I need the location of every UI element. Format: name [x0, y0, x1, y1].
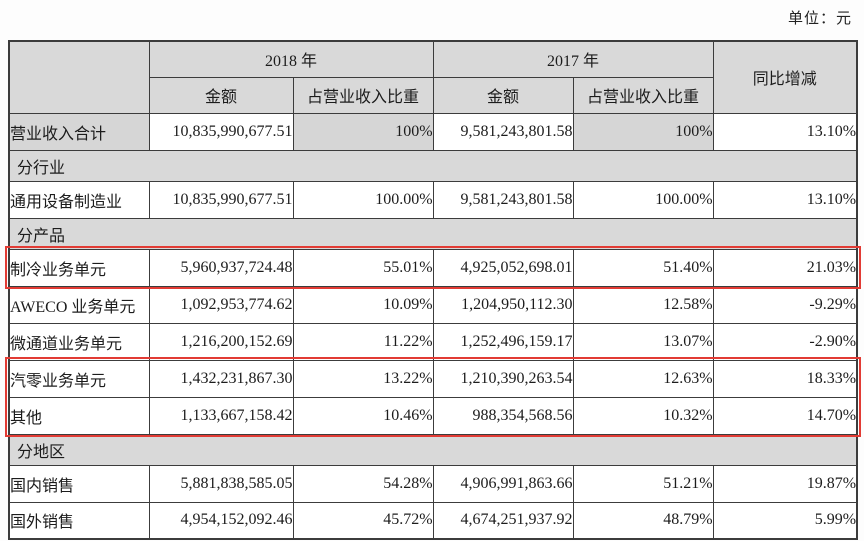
header-cell-2017: 2017 年	[432, 40, 714, 78]
table-row: 国内销售 5,881,838,585.05 54.28% 4,906,991,8…	[8, 464, 858, 503]
amount-2018-cell: 1,216,200,152.69	[148, 322, 294, 361]
corner-cell	[8, 40, 150, 114]
yoy-cell: 19.87%	[712, 464, 858, 503]
share-2018-cell: 13.22%	[292, 359, 434, 398]
row-label-cell: 汽零业务单元	[8, 359, 150, 398]
row-label-cell: 国内销售	[8, 464, 150, 503]
table-container: 2018 年 2017 年 同比增减 金额 占营业收入比重 金额 占营业收入比重…	[5, 40, 862, 540]
amount-2018-cell: 1,092,953,774.62	[148, 285, 294, 324]
yoy-cell: -2.90%	[712, 322, 858, 361]
share-2017-cell: 51.21%	[572, 464, 714, 503]
amount-2018-cell: 5,881,838,585.05	[148, 464, 294, 503]
amount-2017-cell: 9,581,243,801.58	[432, 112, 574, 151]
amount-2018-cell: 1,432,231,867.30	[148, 359, 294, 398]
header-cell-2018: 2018 年	[148, 40, 434, 78]
header-cell-amount-2018: 金额	[148, 76, 294, 114]
share-2017-cell: 48.79%	[572, 501, 714, 540]
share-2017-cell: 12.63%	[572, 359, 714, 398]
share-2018-cell: 10.46%	[292, 396, 434, 435]
revenue-table: 2018 年 2017 年 同比增减 金额 占营业收入比重 金额 占营业收入比重…	[8, 40, 859, 540]
amount-2017-cell: 4,925,052,698.01	[432, 248, 574, 287]
amount-2017-cell: 1,204,950,112.30	[432, 285, 574, 324]
section-row-industry: 分行业	[8, 149, 858, 182]
amount-2017-cell: 9,581,243,801.58	[432, 180, 574, 219]
share-2018-cell: 100%	[292, 112, 434, 151]
share-2017-cell: 51.40%	[572, 248, 714, 287]
table-row: 微通道业务单元 1,216,200,152.69 11.22% 1,252,49…	[8, 322, 858, 361]
amount-2018-cell: 10,835,990,677.51	[148, 180, 294, 219]
amount-2018-cell: 4,954,152,092.46	[148, 501, 294, 540]
share-2018-cell: 54.28%	[292, 464, 434, 503]
share-2018-cell: 55.01%	[292, 248, 434, 287]
table-row: AWECO 业务单元 1,092,953,774.62 10.09% 1,204…	[8, 285, 858, 324]
yoy-cell: 5.99%	[712, 501, 858, 540]
amount-2017-cell: 4,906,991,863.66	[432, 464, 574, 503]
section-row-region: 分地区	[8, 433, 858, 466]
yoy-cell: 14.70%	[712, 396, 858, 435]
table-row: 国外销售 4,954,152,092.46 45.72% 4,674,251,9…	[8, 501, 858, 540]
yoy-cell: 13.10%	[712, 180, 858, 219]
amount-2018-cell: 1,133,667,158.42	[148, 396, 294, 435]
header-row-years: 2018 年 2017 年 同比增减	[8, 40, 858, 114]
header-row-measures: 金额 占营业收入比重 金额 占营业收入比重	[9, 76, 857, 114]
table-row: 汽零业务单元 1,432,231,867.30 13.22% 1,210,390…	[8, 359, 858, 398]
section-label-cell: 分地区	[8, 433, 858, 466]
row-label-cell: 国外销售	[8, 501, 150, 540]
share-2018-cell: 100.00%	[292, 180, 434, 219]
yoy-cell: -9.29%	[712, 285, 858, 324]
row-label-cell: 其他	[8, 396, 150, 435]
amount-2018-cell: 10,835,990,677.51	[148, 112, 294, 151]
yoy-cell: 21.03%	[712, 248, 858, 287]
header-cell-amount-2017: 金额	[432, 76, 574, 114]
row-label-cell: 微通道业务单元	[8, 322, 150, 361]
section-label-cell: 分行业	[8, 149, 858, 182]
yoy-cell: 18.33%	[712, 359, 858, 398]
amount-2018-cell: 5,960,937,724.48	[148, 248, 294, 287]
row-label-cell: 营业收入合计	[8, 112, 150, 151]
amount-2017-cell: 1,252,496,159.17	[432, 322, 574, 361]
share-2017-cell: 100.00%	[572, 180, 714, 219]
table-row-total: 营业收入合计 10,835,990,677.51 100% 9,581,243,…	[8, 112, 858, 151]
table-row: 制冷业务单元 5,960,937,724.48 55.01% 4,925,052…	[8, 248, 858, 287]
amount-2017-cell: 988,354,568.56	[432, 396, 574, 435]
table-row: 其他 1,133,667,158.42 10.46% 988,354,568.5…	[8, 396, 858, 435]
unit-label: 单位：元	[787, 11, 852, 27]
share-2017-cell: 10.32%	[572, 396, 714, 435]
header-cell-yoy: 同比增减	[712, 40, 858, 114]
share-2017-cell: 12.58%	[572, 285, 714, 324]
header-cell-share-2018: 占营业收入比重	[292, 76, 434, 114]
yoy-cell: 13.10%	[712, 112, 858, 151]
section-row-product: 分产品	[8, 217, 858, 250]
share-2017-cell: 13.07%	[572, 322, 714, 361]
share-2018-cell: 45.72%	[292, 501, 434, 540]
row-label-cell: 制冷业务单元	[8, 248, 150, 287]
row-label-cell: AWECO 业务单元	[8, 285, 150, 324]
share-2017-cell: 100%	[572, 112, 714, 151]
section-label-cell: 分产品	[8, 217, 858, 250]
amount-2017-cell: 4,674,251,937.92	[432, 501, 574, 540]
header-cell-share-2017: 占营业收入比重	[572, 76, 714, 114]
amount-2017-cell: 1,210,390,263.54	[432, 359, 574, 398]
share-2018-cell: 11.22%	[292, 322, 434, 361]
table-row: 通用设备制造业 10,835,990,677.51 100.00% 9,581,…	[8, 180, 858, 219]
row-label-cell: 通用设备制造业	[8, 180, 150, 219]
share-2018-cell: 10.09%	[292, 285, 434, 324]
